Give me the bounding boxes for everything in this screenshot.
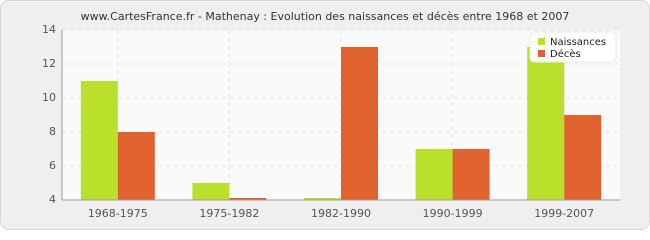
legend-swatch [538,38,545,45]
legend [529,31,617,63]
chart-title: www.CartesFrance.fr - Mathenay : Evoluti… [81,10,570,23]
bar [527,47,565,200]
y-tick-label: 4 [49,193,56,206]
bar [452,149,490,200]
bar [117,132,155,200]
y-tick-label: 6 [49,159,56,172]
x-tick-label: 1968-1975 [88,207,148,220]
y-tick-label: 8 [49,125,56,138]
bar [415,149,453,200]
y-tick-label: 14 [42,23,56,36]
y-tick-label: 10 [42,91,56,104]
bar [229,198,267,200]
chart: www.CartesFrance.fr - Mathenay : Evoluti… [0,0,650,230]
bar [80,81,118,200]
bar [304,198,341,200]
bar [192,183,230,200]
legend-label: Naissances [550,37,606,48]
bar [564,115,602,200]
bar [341,47,378,200]
x-tick-label: 1999-2007 [534,207,594,220]
legend-swatch [538,50,545,57]
x-tick-label: 1982-1990 [311,207,371,220]
legend-label: Décès [550,48,581,60]
y-tick-label: 12 [42,57,56,70]
x-tick-label: 1990-1999 [423,207,483,220]
x-tick-label: 1975-1982 [199,207,259,220]
